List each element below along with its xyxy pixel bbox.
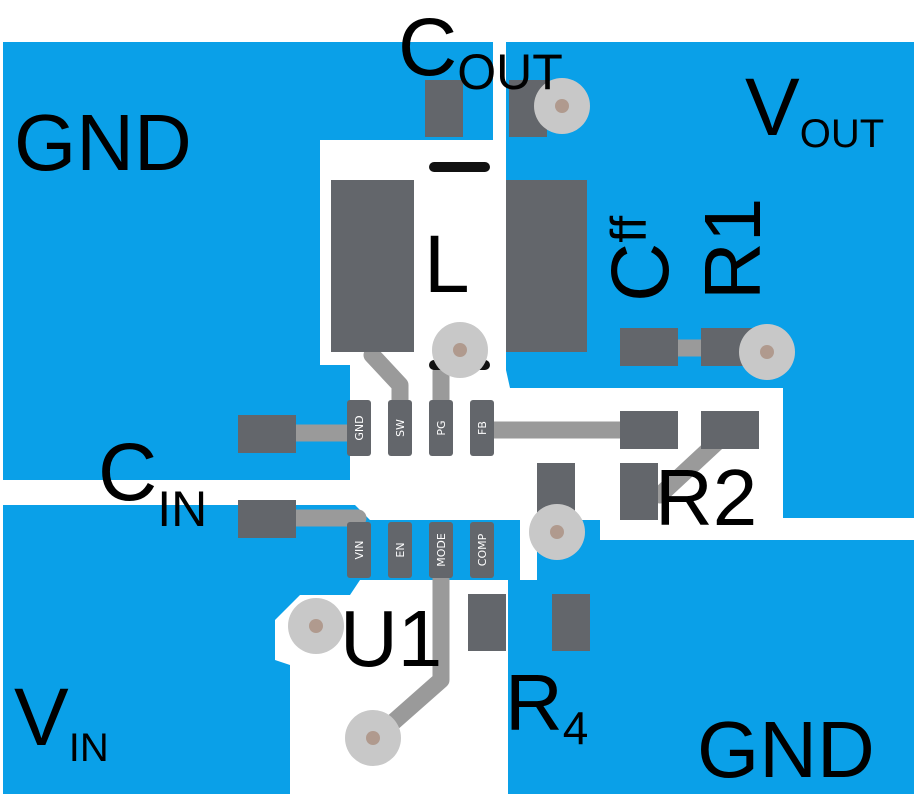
vout-label: VOUT	[745, 62, 884, 156]
r4-label: R4	[505, 658, 588, 754]
pin-label-fb: FB	[476, 421, 489, 435]
via-cout	[534, 78, 590, 134]
gnd-bottom-right-pour	[508, 520, 914, 794]
r2-label: R2	[655, 453, 757, 542]
inductor-pad-left	[331, 180, 414, 352]
inductor-pad-right	[506, 180, 587, 352]
r4-pad-right	[552, 594, 590, 651]
cin-label: CIN	[98, 427, 207, 537]
cff-label-sub: ff	[601, 216, 657, 243]
cin-pad-top	[238, 415, 296, 453]
vin-label-main: V	[14, 672, 69, 763]
vout-pour	[506, 42, 914, 518]
via-r1	[739, 324, 795, 380]
pin-label-pg: PG	[435, 420, 448, 435]
cff-label: Cff	[595, 216, 686, 302]
trace-mode-via	[364, 561, 450, 749]
r4-label-sub: 4	[563, 702, 589, 754]
u1-pin-fb	[470, 400, 494, 456]
gnd-top-left-label: GND	[14, 98, 192, 187]
u1-pin-gnd	[347, 400, 371, 456]
vout-label-main: V	[745, 62, 800, 153]
cin-pad-bottom	[238, 500, 296, 538]
u1-pin-mode	[429, 522, 453, 578]
via-inductor	[432, 322, 488, 378]
cout-pad-left	[425, 80, 463, 137]
vin-label-sub: IN	[69, 726, 109, 770]
r4-pad-left	[468, 594, 506, 651]
u1-pin-en	[388, 522, 412, 578]
pin-label-sw: SW	[394, 419, 407, 437]
vout-label-sub: OUT	[800, 112, 884, 156]
silk-labels: GND GND COUT VOUT VIN CIN L Cff R1 R2 R4…	[14, 2, 884, 794]
vin-label: VIN	[14, 672, 109, 770]
gnd-top-left-pour	[3, 42, 493, 480]
pads	[238, 80, 759, 651]
r2-pad-bottom	[620, 463, 658, 520]
pin-label-vin: VIN	[353, 541, 366, 560]
r4-label-main: R	[505, 658, 563, 747]
r2-pad-right	[701, 411, 759, 449]
pin-label-gnd: GND	[353, 415, 366, 440]
cout-label-sub: OUT	[457, 44, 563, 100]
u1-pin-vin	[347, 522, 371, 578]
u1-label: U1	[340, 594, 442, 683]
pin-label-comp: COMP	[476, 533, 489, 566]
via-vin	[288, 598, 344, 654]
inductor-label: L	[424, 219, 470, 310]
cff-pad-left	[620, 328, 678, 366]
via-r4-top	[529, 504, 585, 560]
r1-label: R1	[688, 198, 777, 300]
u1-pin-sw	[388, 400, 412, 456]
pin-label-mode: MODE	[435, 533, 448, 567]
u1-pin-comp	[470, 522, 494, 578]
r2-pad-left	[620, 411, 678, 449]
via-mode	[345, 710, 401, 766]
pin-label-en: EN	[394, 542, 407, 557]
cff-label-main: C	[595, 243, 686, 302]
cout-label-main: C	[398, 2, 457, 93]
vias	[288, 78, 795, 766]
cin-label-sub: IN	[157, 481, 207, 537]
u1-pin-pg	[429, 400, 453, 456]
cin-label-main: C	[98, 427, 157, 518]
cout-label: COUT	[398, 2, 563, 100]
pin-labels: GND SW PG FB VIN EN MODE COMP	[353, 415, 489, 566]
gnd-bottom-right-label: GND	[697, 705, 875, 794]
